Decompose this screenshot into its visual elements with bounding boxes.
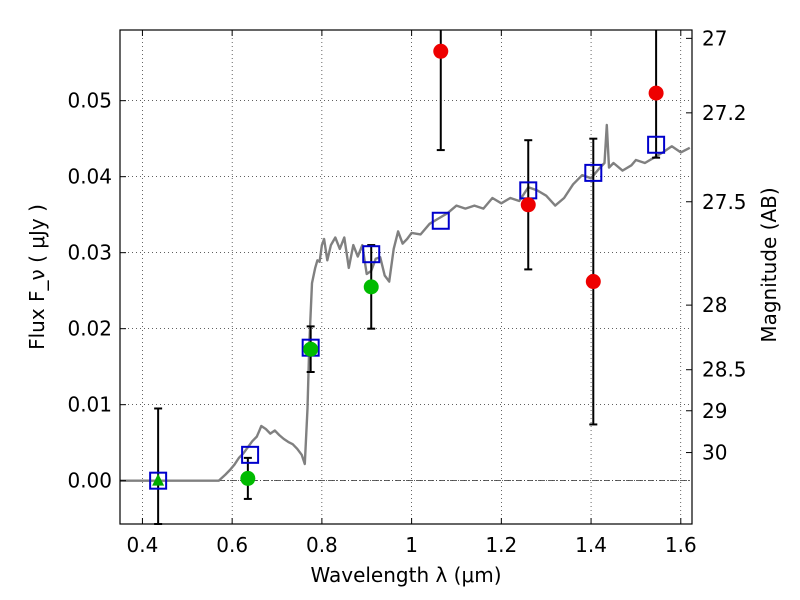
detected-marker [363, 279, 379, 295]
y2-tick-label: 28.5 [702, 358, 747, 382]
detected-marker [240, 470, 256, 486]
x-tick-label: 1 [405, 533, 418, 557]
x-tick-label: 1.4 [575, 533, 607, 557]
y-tick-label: 0.01 [67, 393, 112, 417]
y-tick-label: 0.03 [67, 241, 112, 265]
upper-limit-marker [152, 473, 165, 486]
marginal-marker [585, 274, 601, 290]
model-spectrum-layer [120, 123, 691, 482]
model-photometry-marker [149, 471, 168, 490]
detected-marker [303, 341, 319, 357]
model-spectrum-line [120, 123, 691, 482]
errorbar-layer [154, 30, 661, 525]
x-tick-label: 1.6 [665, 533, 697, 557]
marginal-marker [648, 85, 664, 101]
y2-tick-label: 30 [702, 441, 727, 465]
tick-layer: 0.4 0.6 0.8 1 1.2 1.4 1.6 0.00 0.01 0.02 0.03 0.04 0… [67, 26, 746, 557]
y-tick-label: 0.04 [67, 165, 112, 189]
y2-axis-label: Magnitude (AB) [757, 187, 781, 342]
y2-tick-label: 27.5 [702, 190, 747, 214]
x-axis-label: Wavelength λ (μm) [310, 563, 501, 587]
x-tick-label: 0.4 [127, 533, 159, 557]
y2-tick-label: 29 [702, 399, 727, 423]
model-photometry-marker [431, 211, 450, 230]
y-tick-label: 0.05 [67, 89, 112, 113]
y2-tick-label: 27 [702, 26, 727, 50]
marginal-marker [520, 197, 536, 213]
y-tick-label: 0.00 [67, 469, 112, 493]
y2-tick-label: 27.2 [702, 101, 747, 125]
y2-tick-label: 28 [702, 293, 727, 317]
model-photometry-marker [647, 135, 666, 154]
model-photometry-marker [362, 245, 381, 264]
marginal-marker [433, 43, 449, 59]
marker-layer [149, 43, 666, 490]
y-tick-label: 0.02 [67, 317, 112, 341]
plot-frame [119, 29, 693, 525]
model-photometry-marker [241, 445, 260, 464]
grid [120, 30, 692, 524]
x-tick-label: 1.2 [485, 533, 517, 557]
y-axis-label: Flux F_ν ( μJy ) [25, 204, 49, 350]
model-photometry-marker [584, 163, 603, 182]
x-tick-label: 0.8 [306, 533, 338, 557]
x-tick-label: 0.6 [216, 533, 248, 557]
